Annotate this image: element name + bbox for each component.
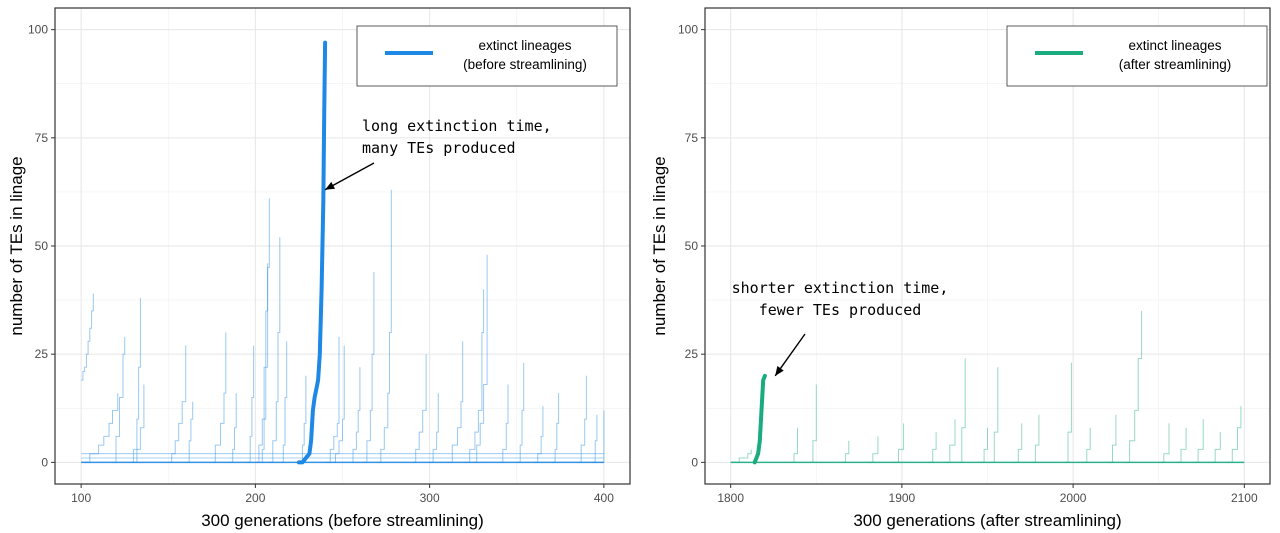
series-group (81, 40, 605, 465)
legend-label-line1: extinct lineages (1128, 38, 1221, 53)
x-tick-label: 100 (71, 491, 91, 505)
right-panel: 1800 1900 2000 2100 0 25 50 75 100 300 generation… (650, 7, 1271, 530)
legend-box (1006, 25, 1268, 87)
lineage-series-0 (730, 449, 752, 463)
annotation-arrow (324, 162, 375, 191)
lineage-series-18 (464, 289, 485, 463)
x-tick-label: 2000 (1060, 491, 1087, 505)
lineage-series-21 (516, 362, 525, 463)
lineage-series-3 (842, 440, 850, 463)
series-group (730, 310, 1245, 465)
lineage-series-17 (447, 341, 464, 463)
lineage-series-20 (1210, 432, 1221, 463)
lineage-series-6 (246, 345, 255, 463)
y-tick-label: 50 (35, 239, 49, 253)
lineage-series-12 (1030, 414, 1040, 463)
y-tick-label: 0 (691, 455, 698, 469)
lineage-series-4 (867, 436, 879, 463)
x-tick-label: 1800 (717, 491, 744, 505)
left-panel: 100 200 300 400 0 25 50 75 100 300 generations (b… (7, 7, 631, 530)
legend-label-line2: (before streamlining) (463, 57, 587, 72)
lineage-series-21 (1227, 406, 1242, 463)
lineage-series-19 (473, 254, 488, 463)
x-tick-label: 200 (245, 491, 265, 505)
lineage-series-28 (229, 393, 237, 463)
annotation-line2: fewer TEs produced (759, 301, 922, 319)
lineage-series-5 (211, 332, 227, 463)
lineage-series-10 (990, 367, 999, 463)
y-tick-label: 75 (685, 131, 699, 145)
lineage-series-1 (790, 427, 798, 463)
lineage-series-18 (1175, 427, 1187, 463)
lineage-series-1 (81, 393, 119, 463)
legend-label-line2: (after streamlining) (1119, 57, 1232, 72)
y-axis-title: number of TEs in linage (650, 156, 669, 335)
x-axis-title: 300 generations (before streamlining) (201, 511, 484, 530)
y-tick-label: 25 (35, 347, 49, 361)
y-tick-label: 25 (685, 347, 699, 361)
x-tick-label: 400 (594, 491, 614, 505)
lineage-series-30 (429, 393, 439, 463)
left-legend: extinct lineages (before streamlining) (356, 25, 618, 87)
lineage-series-17 (1158, 423, 1170, 463)
grid (55, 8, 630, 484)
lineage-series-14 (1081, 427, 1091, 463)
y-tick-label: 100 (678, 23, 698, 37)
x-tick-label: 1900 (889, 491, 916, 505)
lineage-series-12 (333, 345, 345, 463)
lineage-series-20 (499, 384, 509, 463)
lineage-series-16 (1124, 310, 1143, 463)
x-tick-label: 2100 (1231, 491, 1258, 505)
annotation-arrowhead (325, 181, 336, 190)
lineage-series-3 (129, 297, 141, 463)
lineage-series-8 (260, 198, 270, 463)
y-tick-label: 0 (41, 455, 48, 469)
x-axis-title: 300 generations (after streamlining) (853, 511, 1121, 530)
lineage-series-27 (185, 401, 194, 463)
annotation-line1: long extinction time, (362, 117, 552, 135)
lineage-series-5 (893, 423, 905, 463)
lineage-series-4 (168, 345, 187, 463)
lineage-series-9 (269, 237, 281, 463)
lineage-series-6 (927, 432, 937, 463)
highlight-lineage (296, 40, 328, 465)
annotation-line1: shorter extinction time, (732, 279, 949, 297)
y-tick-label: 50 (685, 239, 699, 253)
lineage-series-7 (255, 263, 269, 463)
lineage-series-31 (534, 406, 544, 463)
lineage-series-26 (133, 384, 145, 463)
lineage-series-7 (944, 419, 956, 463)
y-tick-label: 100 (28, 23, 48, 37)
lineage-series-11 (1013, 423, 1023, 463)
lineage-series-10 (281, 341, 288, 463)
annotation-line2: many TEs produced (362, 139, 516, 157)
y-axis-title: number of TEs in linage (7, 156, 26, 335)
legend-box (356, 25, 618, 87)
right-legend: extinct lineages (after streamlining) (1006, 25, 1268, 87)
lineage-series-8 (958, 358, 966, 463)
lineage-series-0 (81, 293, 94, 381)
lineage-series-9 (978, 427, 988, 463)
lineage-series-23 (577, 375, 587, 463)
y-tick-label: 75 (35, 131, 49, 145)
lineage-series-15 (377, 189, 392, 463)
lineage-series-2 (809, 384, 817, 463)
lineage-series-24 (591, 414, 598, 463)
legend-label-line1: extinct lineages (478, 38, 571, 53)
lineage-series-15 (1107, 414, 1117, 463)
lineage-series-16 (412, 354, 427, 463)
x-tick-label: 300 (420, 491, 440, 505)
annotation-arrowhead (775, 366, 784, 376)
lineage-series-11 (325, 336, 340, 463)
lineage-series-2 (112, 336, 126, 463)
lineage-series-13 (1064, 362, 1072, 463)
lineage-series-14 (363, 272, 375, 463)
lineage-series-22 (551, 393, 560, 463)
lineage-series-25 (602, 410, 605, 463)
highlight-lineage (752, 373, 767, 465)
lineage-series-19 (1193, 419, 1204, 463)
lineage-series-13 (351, 367, 361, 463)
